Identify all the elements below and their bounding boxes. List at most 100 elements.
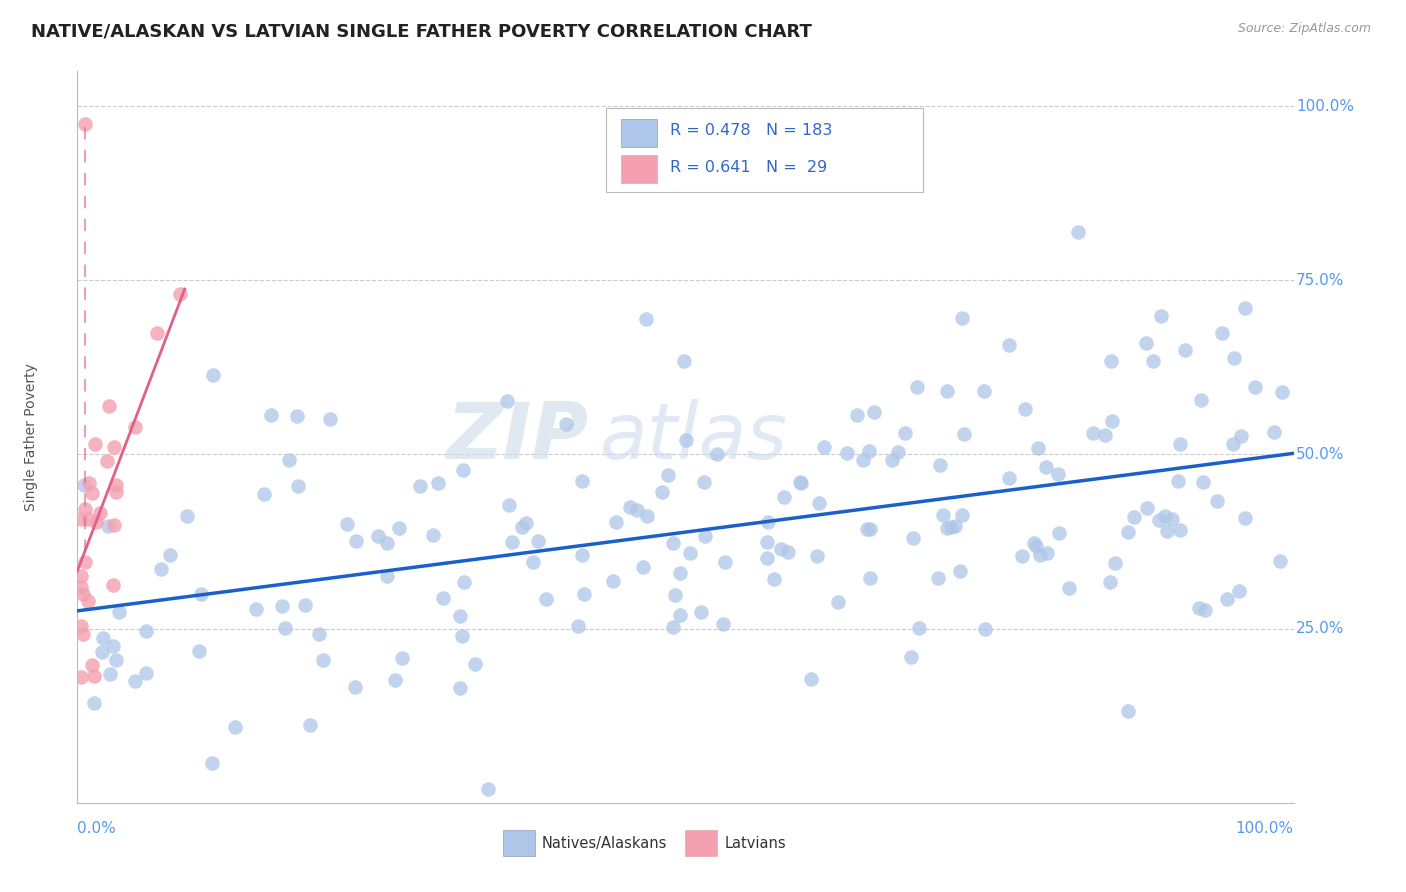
Point bbox=[146, 326, 169, 341]
Point bbox=[451, 463, 474, 477]
Point bbox=[200, 756, 222, 770]
Point bbox=[756, 515, 779, 529]
Point bbox=[664, 589, 686, 603]
Point bbox=[103, 578, 125, 592]
Point bbox=[83, 669, 105, 683]
Point bbox=[344, 680, 367, 694]
Point bbox=[77, 512, 100, 526]
Point bbox=[651, 485, 673, 500]
Point bbox=[1270, 554, 1292, 568]
Point bbox=[367, 528, 389, 542]
Point bbox=[894, 425, 917, 440]
Point bbox=[928, 458, 950, 472]
Point bbox=[1194, 603, 1216, 617]
Point bbox=[80, 658, 103, 673]
Point bbox=[806, 549, 828, 563]
Point bbox=[936, 521, 959, 535]
Point bbox=[82, 485, 104, 500]
Point bbox=[662, 620, 685, 634]
Text: 25.0%: 25.0% bbox=[1296, 621, 1344, 636]
Point bbox=[104, 652, 127, 666]
Point bbox=[224, 720, 246, 734]
Point bbox=[1057, 582, 1080, 596]
Point bbox=[1227, 584, 1250, 599]
Point bbox=[690, 605, 713, 619]
Point bbox=[852, 453, 875, 467]
Point bbox=[83, 696, 105, 710]
Point bbox=[135, 665, 157, 680]
Point bbox=[298, 718, 321, 732]
Point bbox=[882, 453, 904, 467]
Point bbox=[176, 509, 198, 524]
Point bbox=[657, 467, 679, 482]
Point bbox=[1011, 549, 1033, 563]
Point bbox=[84, 515, 107, 529]
Point bbox=[706, 447, 728, 461]
Point bbox=[808, 496, 831, 510]
Point bbox=[97, 519, 120, 533]
Point bbox=[1160, 512, 1182, 526]
Point bbox=[1222, 437, 1244, 451]
Point bbox=[1233, 301, 1256, 315]
Point bbox=[1118, 525, 1140, 540]
FancyBboxPatch shape bbox=[503, 830, 534, 856]
Point bbox=[554, 417, 576, 432]
Point bbox=[908, 622, 931, 636]
Point bbox=[755, 535, 778, 549]
Point bbox=[935, 384, 957, 399]
Text: Latvians: Latvians bbox=[724, 836, 786, 851]
Point bbox=[693, 529, 716, 543]
Point bbox=[76, 593, 98, 607]
Point bbox=[135, 624, 157, 638]
Point bbox=[887, 445, 910, 459]
Point bbox=[501, 535, 523, 549]
Point bbox=[1170, 437, 1192, 451]
Point bbox=[1142, 354, 1164, 368]
Text: NATIVE/ALASKAN VS LATVIAN SINGLE FATHER POVERTY CORRELATION CHART: NATIVE/ALASKAN VS LATVIAN SINGLE FATHER … bbox=[31, 22, 811, 40]
Point bbox=[274, 621, 297, 635]
Point bbox=[319, 411, 342, 425]
Point bbox=[294, 598, 316, 612]
Point bbox=[813, 440, 835, 454]
Point bbox=[1191, 475, 1213, 490]
Point bbox=[1230, 429, 1253, 443]
Point bbox=[308, 627, 330, 641]
Point bbox=[711, 617, 734, 632]
Point bbox=[953, 427, 976, 442]
Point bbox=[1168, 523, 1191, 537]
Point bbox=[375, 568, 398, 582]
Point bbox=[835, 446, 858, 460]
Point bbox=[1135, 335, 1157, 350]
Point bbox=[770, 541, 793, 556]
Point bbox=[70, 580, 93, 594]
Point bbox=[571, 474, 593, 488]
Point bbox=[190, 587, 212, 601]
Point bbox=[1036, 546, 1059, 560]
Point bbox=[515, 516, 537, 531]
Text: Source: ZipAtlas.com: Source: ZipAtlas.com bbox=[1237, 22, 1371, 36]
Point bbox=[72, 478, 94, 492]
Point bbox=[188, 644, 211, 658]
Point bbox=[104, 478, 127, 492]
Point bbox=[675, 433, 697, 447]
Point bbox=[973, 384, 995, 398]
Point bbox=[534, 592, 557, 607]
Point bbox=[336, 516, 359, 531]
Point bbox=[311, 653, 333, 667]
Point bbox=[571, 548, 593, 562]
Point bbox=[1025, 539, 1047, 553]
Text: 100.0%: 100.0% bbox=[1296, 99, 1354, 113]
Point bbox=[391, 651, 413, 665]
Point bbox=[70, 511, 93, 525]
Point bbox=[510, 520, 533, 534]
Point bbox=[762, 572, 785, 586]
Point bbox=[679, 546, 702, 560]
Point bbox=[1101, 415, 1123, 429]
Point bbox=[253, 487, 276, 501]
Point bbox=[662, 536, 685, 550]
Point bbox=[1014, 401, 1036, 416]
Point bbox=[714, 555, 737, 569]
Point bbox=[72, 587, 94, 601]
Point bbox=[772, 490, 794, 504]
FancyBboxPatch shape bbox=[621, 155, 658, 183]
